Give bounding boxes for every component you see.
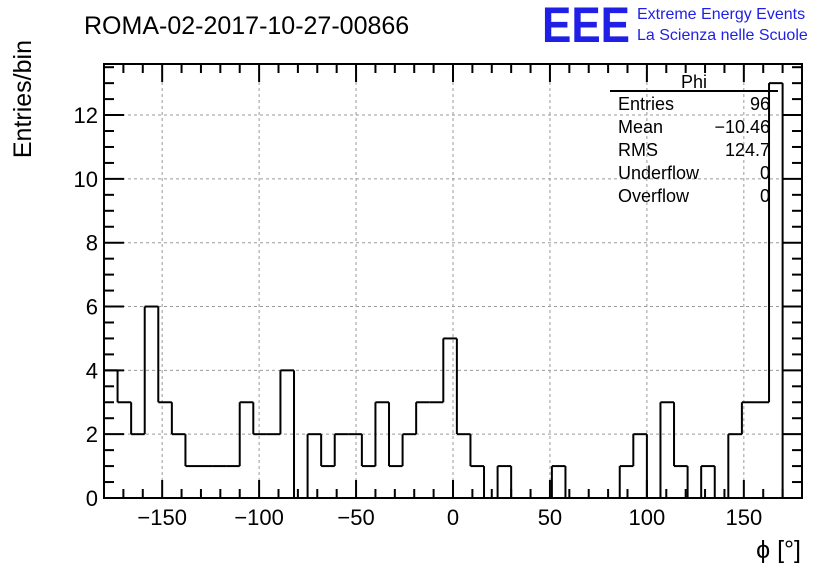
y-tick-label: 6 <box>86 295 98 320</box>
grid-lines <box>104 64 802 498</box>
stats-row-label: Mean <box>618 117 663 137</box>
chart-title: ROMA-02-2017-10-27-00866 <box>84 12 409 40</box>
logo-line-2: La Scienza nelle Scuole <box>637 27 808 44</box>
y-tick-label: 12 <box>74 103 98 128</box>
stats-row-label: RMS <box>618 140 658 160</box>
x-tick-label: 0 <box>447 505 459 530</box>
x-tick-label: 150 <box>725 505 762 530</box>
y-tick-label: 10 <box>74 167 98 192</box>
histogram-bars <box>103 82 784 499</box>
axis-ticks <box>104 64 802 499</box>
y-tick-label: 2 <box>86 422 98 447</box>
stats-row-value: −10.46 <box>714 117 770 137</box>
stats-row-label: Overflow <box>618 186 690 206</box>
x-tick-label: −50 <box>337 505 374 530</box>
eee-logo: EEE Extreme Energy Events La Scienza nel… <box>542 0 808 53</box>
x-tick-label: 100 <box>629 505 666 530</box>
x-axis-title: ϕ [°] <box>756 536 801 564</box>
stats-row-value: 0 <box>760 186 770 206</box>
stats-box: Phi Entries 96 Mean −10.46 RMS 124.7 Underflow… <box>610 72 778 206</box>
y-tick-labels: 0 2 4 6 8 10 12 <box>74 103 98 511</box>
x-tick-label: −150 <box>137 505 187 530</box>
y-tick-label: 4 <box>86 358 98 383</box>
x-tick-label: −100 <box>234 505 284 530</box>
y-axis-title: Entries/bin <box>9 40 37 158</box>
y-tick-label: 0 <box>86 486 98 511</box>
stats-box-title: Phi <box>681 72 707 92</box>
stats-row-value: 96 <box>750 94 770 114</box>
stats-row-value: 0 <box>760 163 770 183</box>
y-tick-label: 8 <box>86 231 98 256</box>
x-tick-labels: −150 −100 −50 0 50 100 150 <box>137 505 762 530</box>
stats-row-label: Entries <box>618 94 674 114</box>
stats-row-value: 124.7 <box>725 140 770 160</box>
stats-row-label: Underflow <box>618 163 700 183</box>
logo-mark: EEE <box>542 0 630 53</box>
logo-line-1: Extreme Energy Events <box>637 6 805 23</box>
x-tick-label: 50 <box>538 505 562 530</box>
